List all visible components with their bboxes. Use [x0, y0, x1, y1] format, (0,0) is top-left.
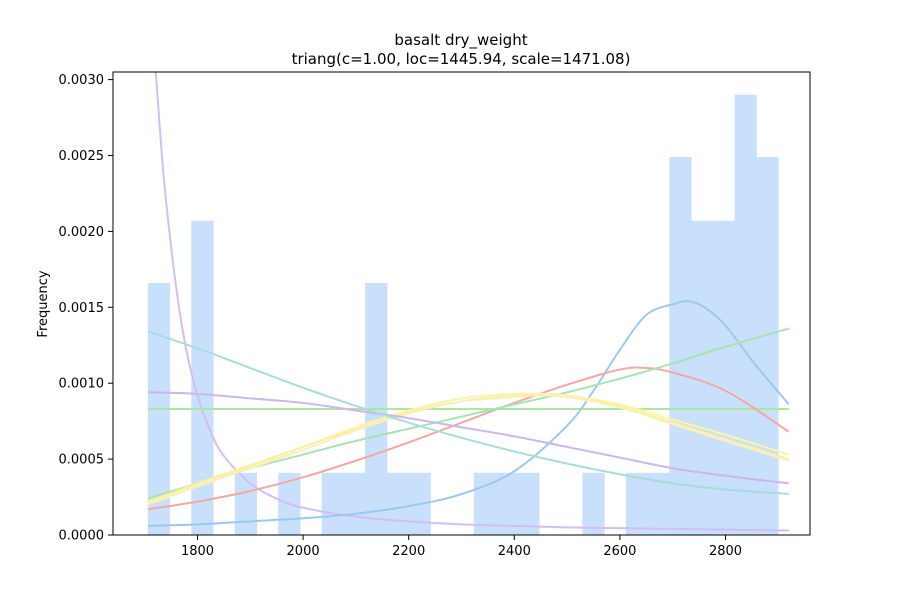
x-axis: 1800 2000 2200 2400 2600 2800 — [181, 535, 742, 559]
histogram-bar — [191, 220, 214, 535]
y-axis-label: Frequency — [36, 270, 51, 337]
histogram-bar — [386, 472, 410, 535]
y-tick-label: 0.0005 — [59, 453, 105, 468]
histogram-bar — [756, 157, 779, 535]
fit-curves — [147, 72, 790, 532]
histogram-bar — [321, 472, 344, 535]
fit-curve-10 — [147, 330, 789, 496]
fit-curve-4 — [147, 366, 790, 511]
y-axis: 0.0000 0.0005 0.0010 0.0015 0.0020 0.0025 0.00… — [59, 73, 113, 544]
y-tick-label: 0.0010 — [59, 377, 105, 392]
fit-curve-8 — [147, 393, 790, 506]
histogram-bar — [517, 472, 540, 535]
x-tick-label: 2000 — [287, 544, 320, 559]
fit-curve-9 — [147, 391, 789, 485]
histogram-bar — [625, 472, 649, 535]
x-tick-label: 1800 — [181, 544, 214, 559]
y-tick-label: 0.0020 — [59, 225, 105, 240]
histogram-bar — [712, 220, 736, 535]
fit-curve-1 — [154, 72, 789, 532]
histogram-bar — [647, 472, 670, 535]
chart-title: basalt dry_weight — [394, 31, 527, 50]
y-tick-label: 0.0025 — [59, 149, 105, 164]
x-tick-label: 2400 — [498, 544, 531, 559]
histogram-bar — [495, 472, 518, 535]
histogram-bar — [234, 472, 257, 535]
chart-subtitle: triang(c=1.00, loc=1445.94, scale=1471.0… — [292, 50, 631, 68]
fit-curve-7 — [147, 394, 790, 503]
fit-curve-3 — [147, 300, 790, 527]
histogram-bar — [734, 94, 757, 535]
histogram-bar — [582, 472, 605, 535]
y-tick-label: 0.0030 — [59, 73, 105, 88]
x-tick-label: 2600 — [603, 544, 636, 559]
plot-area — [147, 72, 790, 535]
histogram-bar — [343, 472, 366, 535]
y-tick-label: 0.0015 — [59, 301, 105, 316]
fit-curve-6 — [147, 392, 790, 505]
x-tick-label: 2200 — [392, 544, 425, 559]
histogram-bar — [691, 220, 714, 535]
plot-frame — [112, 71, 811, 536]
histogram-bar — [669, 157, 692, 535]
x-tick-label: 2800 — [709, 544, 742, 559]
y-tick-label: 0.0000 — [59, 529, 105, 544]
